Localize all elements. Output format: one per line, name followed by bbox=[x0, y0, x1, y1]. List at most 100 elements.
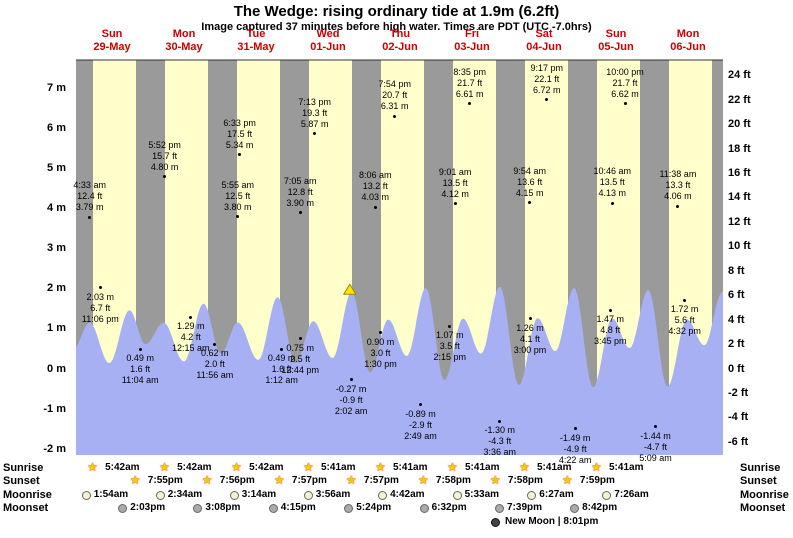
tide-point-dot bbox=[349, 378, 353, 382]
tide-point-dot bbox=[280, 347, 284, 351]
y-axis-label-ft: 8 ft bbox=[728, 264, 745, 277]
sunset-time: 7:58pm bbox=[507, 475, 543, 486]
moonset-time: 3:08pm bbox=[205, 502, 241, 513]
y-axis-label-ft: -2 ft bbox=[728, 386, 749, 399]
sunset-star-icon: ★ bbox=[489, 473, 501, 487]
moonrise-time: 6:27am bbox=[539, 489, 574, 500]
tide-annotation-line: 4.8 ft bbox=[600, 325, 621, 336]
tide-point-dot bbox=[88, 215, 92, 219]
tide-annotation-line: 9:01 am bbox=[438, 166, 472, 177]
tide-annotation-line: 4.13 m bbox=[598, 188, 627, 199]
tide-annotation-line: 5.6 ft bbox=[674, 315, 695, 325]
moonset-row-label-left: Moonset bbox=[3, 502, 49, 514]
tide-annotation-line: 2:49 am bbox=[404, 430, 437, 441]
tide-annotation-line: -2.9 ft bbox=[408, 419, 432, 430]
tide-annotation: 2.03 m 6.7 ft 11:06 pm bbox=[60, 292, 140, 325]
tide-point-dot bbox=[298, 211, 302, 215]
tide-point-dot bbox=[448, 324, 452, 328]
tide-annotation-line: 8:06 am bbox=[359, 170, 392, 181]
tide-point-dot bbox=[468, 102, 472, 106]
tide-annotation: 9:01 am 13.5 ft 4.12 m bbox=[415, 167, 495, 200]
tide-annotation-line: 4.12 m bbox=[441, 188, 469, 199]
sunrise-time: 5:41am bbox=[393, 462, 428, 473]
moonrise-icon bbox=[378, 491, 388, 500]
moonrise-icon bbox=[602, 491, 612, 500]
tide-annotation: 0.49 m 1.6 ft 11:04 am bbox=[100, 353, 180, 386]
tide-annotation: 8:06 am 13.2 ft 4.03 m bbox=[335, 170, 415, 203]
tide-annotation-line: 5.87 m bbox=[300, 118, 329, 129]
day-name: Sun bbox=[605, 28, 627, 40]
sunset-row-label-right: Sunset bbox=[740, 475, 777, 487]
tide-annotation-line: 0.49 m bbox=[126, 353, 154, 364]
day-label: Fri 03-Jun bbox=[436, 28, 508, 54]
tide-annotation-line: 3:00 pm bbox=[513, 344, 547, 355]
sunrise-time: 5:41am bbox=[321, 462, 356, 473]
tide-annotation-line: 0.75 m bbox=[286, 342, 314, 353]
tide-annotation-line: 8:35 pm bbox=[453, 66, 486, 77]
tide-annotation-line: 4.15 m bbox=[515, 187, 544, 198]
sunset-star-icon: ★ bbox=[417, 473, 429, 487]
day-label: Tue 31-May bbox=[220, 28, 292, 54]
tide-annotation-line: 4.2 ft bbox=[180, 332, 201, 343]
moonrise-icon bbox=[155, 491, 165, 500]
y-axis-label-m: -1 m bbox=[43, 402, 66, 415]
tide-annotation: 7:13 pm 19.3 ft 5.87 m bbox=[275, 97, 355, 130]
tide-point-dot bbox=[545, 98, 549, 101]
day-label: Thu 02-Jun bbox=[364, 28, 436, 54]
sunset-star-icon: ★ bbox=[345, 473, 357, 487]
tide-annotation-line: 1.47 m bbox=[596, 314, 625, 325]
tide-annotation-line: 6.61 m bbox=[455, 88, 484, 99]
y-axis-label-ft: 0 ft bbox=[728, 362, 745, 375]
y-axis-label-ft: -6 ft bbox=[728, 435, 749, 448]
sunrise-star-icon: ★ bbox=[591, 460, 602, 474]
sunrise-star-icon: ★ bbox=[447, 460, 458, 474]
day-label: Sat 04-Jun bbox=[508, 28, 580, 54]
sunset-star-icon: ★ bbox=[129, 473, 141, 487]
tide-point-dot bbox=[453, 202, 457, 206]
tide-point-dot bbox=[379, 331, 382, 335]
sunset-time: 7:55pm bbox=[147, 475, 183, 486]
moonset-icon bbox=[495, 504, 504, 513]
tide-annotation-line: 0.62 m bbox=[201, 348, 229, 359]
y-axis-label-ft: 22 ft bbox=[728, 93, 751, 106]
tide-annotation-line: 3.80 m bbox=[224, 201, 252, 212]
tide-annotation-line: 0.49 m bbox=[267, 353, 296, 364]
day-date: 30-May bbox=[165, 41, 203, 53]
y-axis-label-ft: 6 ft bbox=[728, 289, 745, 302]
tide-annotation-line: 1.26 m bbox=[516, 322, 544, 333]
day-name: Wed bbox=[316, 28, 340, 40]
tide-point-dot bbox=[189, 315, 193, 319]
tide-point-dot bbox=[528, 317, 532, 320]
tide-annotation-line: -0.9 ft bbox=[339, 394, 363, 405]
y-axis-label-ft: 24 ft bbox=[728, 69, 751, 82]
tide-annotation: 0.49 m 1.6 ft 1:12 am bbox=[242, 353, 322, 386]
tide-annotation: 6:33 pm 17.5 ft 5.34 m bbox=[200, 118, 280, 151]
new-moon-label: New Moon | 8:01pm bbox=[505, 516, 599, 527]
day-label: Mon 06-Jun bbox=[652, 28, 724, 54]
sunrise-star-icon: ★ bbox=[303, 460, 314, 474]
sunset-time: 7:57pm bbox=[291, 475, 327, 486]
sunset-row-label-left: Sunset bbox=[3, 475, 40, 487]
day-name: Fri bbox=[464, 28, 480, 40]
tide-annotation-line: 12:44 pm bbox=[281, 364, 319, 375]
tide-point-dot bbox=[419, 403, 422, 407]
sunrise-time: 5:41am bbox=[465, 462, 500, 473]
tide-annotation: 5:52 pm 15.7 ft 4.80 m bbox=[125, 140, 205, 173]
current-tide-marker bbox=[342, 283, 357, 295]
moonrise-time: 5:33am bbox=[464, 489, 500, 500]
tide-annotation-line: 12.4 ft bbox=[77, 191, 103, 201]
sunrise-time: 5:42am bbox=[177, 462, 212, 473]
sunset-time: 7:59pm bbox=[579, 475, 615, 486]
moonset-time: 7:39pm bbox=[507, 502, 543, 513]
tide-point-dot bbox=[528, 201, 532, 205]
sunset-time: 7:57pm bbox=[363, 475, 399, 486]
day-label: Mon 30-May bbox=[148, 28, 220, 54]
tide-annotation-line: 9:54 am bbox=[513, 165, 546, 176]
y-axis-label-ft: 20 ft bbox=[728, 118, 751, 130]
tide-annotation: 10:46 am 13.5 ft 4.13 m bbox=[572, 166, 652, 199]
moonrise-icon bbox=[303, 491, 313, 500]
sunset-star-icon: ★ bbox=[201, 473, 213, 487]
tide-annotation: -0.89 m -2.9 ft 2:49 am bbox=[381, 409, 461, 442]
sunset-star-icon: ★ bbox=[561, 473, 573, 487]
